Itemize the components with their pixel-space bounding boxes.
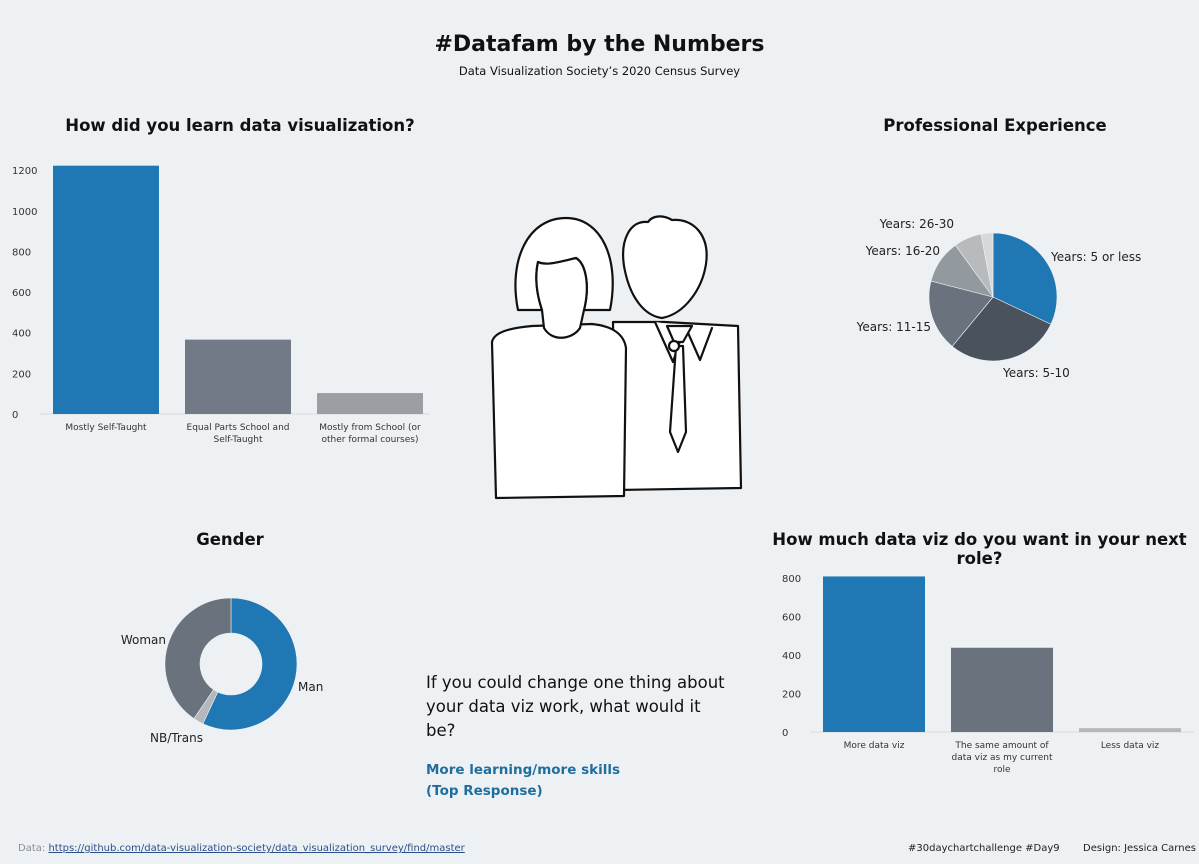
x-tick-label: Less data viz <box>1101 741 1160 751</box>
bar <box>1079 728 1181 732</box>
top-response-label: (Top Response) <box>426 783 543 799</box>
y-tick-label: 0 <box>12 410 18 421</box>
pie-slice <box>992 232 1058 325</box>
y-tick-label: 200 <box>782 689 801 700</box>
slice-label: Years: 11-15 <box>856 320 931 334</box>
top-response: More learning/more skills (Top Response) <box>426 760 726 802</box>
bar <box>951 647 1053 732</box>
nextrole-chart-title: How much data viz do you want in your ne… <box>772 530 1187 568</box>
bar <box>185 339 291 414</box>
hashtag-text: #30daychartchallenge #Day9 <box>908 843 1060 854</box>
slice-label: Man <box>298 680 323 694</box>
experience-chart-title: Professional Experience <box>883 116 1107 135</box>
x-tick-label: The same amount of data viz as my current… <box>951 741 1053 775</box>
pie-slice <box>928 280 994 347</box>
top-response-answer: More learning/more skills <box>426 762 621 778</box>
bar <box>823 576 925 732</box>
data-source: Data: https://github.com/data-visualizat… <box>18 843 465 854</box>
slice-label: Years: 5-10 <box>1002 366 1070 380</box>
learn-chart-title: How did you learn data visualization? <box>65 116 415 135</box>
y-tick-label: 1000 <box>12 207 37 218</box>
experience-pie-chart: Years: 5 or less Years: 5-10 Years: 11-15 Y… <box>856 217 1142 380</box>
slice-label: Woman <box>121 633 166 647</box>
gender-donut-chart: Man NB/Trans Woman <box>121 597 323 745</box>
slice-label: NB/Trans <box>150 731 203 745</box>
dashboard-title: #Datafam by the Numbers <box>434 32 765 57</box>
y-tick-label: 400 <box>12 329 31 340</box>
designer-credit: Design: Jessica Carnes <box>1083 843 1196 854</box>
x-tick-label: Mostly Self-Taught <box>65 423 147 433</box>
gender-chart-title: Gender <box>196 530 264 549</box>
data-source-link[interactable]: https://github.com/data-visualization-so… <box>48 843 465 854</box>
slice-label: Years: 26-30 <box>879 217 954 231</box>
y-tick-label: 0 <box>782 728 788 739</box>
y-tick-label: 600 <box>12 288 31 299</box>
y-tick-label: 200 <box>12 369 31 380</box>
data-source-prefix: Data: <box>18 843 49 854</box>
bar <box>53 165 159 414</box>
slice-label: Years: 5 or less <box>1050 250 1141 264</box>
pie-slice <box>980 232 994 298</box>
y-tick-label: 600 <box>782 612 801 623</box>
y-tick-label: 1200 <box>12 166 37 177</box>
slice-label: Years: 16-20 <box>865 244 940 258</box>
dashboard-subtitle: Data Visualization Society’s 2020 Census… <box>458 64 741 78</box>
bar <box>317 393 423 414</box>
pie-slice <box>951 296 1052 362</box>
nextrole-bar-chart: 0 200 400 600 800 More data viz The same amoun… <box>782 574 1194 775</box>
pie-slice <box>202 597 298 731</box>
question-text: If you could change one thing about your… <box>426 673 725 740</box>
y-tick-label: 800 <box>12 247 31 258</box>
y-tick-label: 800 <box>782 574 801 585</box>
woman-and-man-icon <box>490 215 743 500</box>
y-tick-label: 400 <box>782 651 801 662</box>
pie-slice <box>164 597 232 720</box>
learn-bar-chart: 0 200 400 600 800 1000 1200 Mostly Self-Taught E… <box>12 165 430 445</box>
x-tick-label: More data viz <box>844 741 905 751</box>
x-tick-label: Equal Parts School and Self-Taught <box>187 423 290 445</box>
x-tick-label: Mostly from School (or other formal cours… <box>319 423 421 445</box>
